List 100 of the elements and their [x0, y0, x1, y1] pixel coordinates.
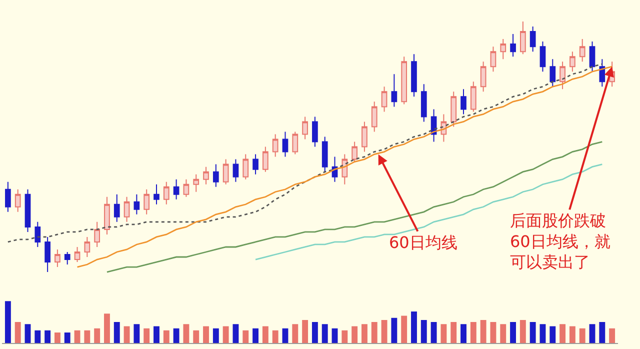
bar	[362, 324, 368, 343]
bar	[24, 324, 31, 343]
candlestick	[530, 26, 536, 52]
bar	[609, 328, 616, 343]
candlestick	[14, 188, 21, 212]
bar	[212, 328, 219, 343]
candlestick	[490, 46, 496, 72]
bar	[54, 332, 60, 343]
bar	[4, 301, 11, 343]
candlestick	[520, 21, 526, 55]
candlestick	[272, 134, 278, 158]
bar	[124, 326, 130, 343]
candlestick	[322, 136, 328, 172]
bar	[74, 330, 80, 343]
candlestick	[134, 194, 140, 215]
bar	[540, 324, 546, 343]
bar	[332, 328, 338, 343]
candlestick	[579, 38, 586, 62]
bar	[84, 330, 90, 343]
candlestick	[94, 221, 100, 248]
candlestick	[381, 86, 388, 112]
candlestick	[212, 164, 219, 188]
candlestick	[54, 248, 60, 268]
candlestick	[420, 84, 427, 122]
bar	[312, 322, 318, 343]
bar	[193, 330, 200, 343]
candlestick	[599, 58, 606, 88]
bar	[599, 322, 606, 343]
bar	[352, 326, 358, 343]
bar	[154, 326, 160, 343]
bar	[560, 324, 566, 343]
bar	[94, 328, 100, 343]
candlestick	[371, 101, 378, 132]
candlestick	[510, 34, 516, 58]
candlestick	[401, 56, 408, 105]
candlestick	[64, 252, 70, 266]
bar	[64, 332, 70, 343]
candlestick	[5, 181, 11, 212]
candlestick	[460, 88, 466, 115]
candlestick	[282, 131, 288, 158]
annotation: 后面股价跌破60日均线，就可以卖出了	[510, 211, 610, 272]
bar	[440, 324, 447, 343]
bar	[530, 322, 536, 343]
candlestick	[352, 141, 358, 162]
bar	[14, 322, 21, 343]
candlestick	[114, 194, 120, 222]
bar	[262, 326, 268, 343]
bar	[183, 324, 190, 343]
bar	[104, 314, 110, 343]
candlestick	[362, 121, 368, 152]
bar	[232, 324, 239, 343]
candlestick	[44, 236, 50, 273]
candlestick	[84, 236, 90, 258]
candlestick	[74, 246, 80, 263]
candlestick	[222, 158, 229, 185]
candlestick	[24, 188, 31, 232]
candlestick	[411, 54, 417, 98]
candlestick	[154, 184, 160, 205]
bar	[114, 322, 120, 343]
candlestick	[262, 146, 268, 172]
bar	[222, 326, 229, 343]
bar	[569, 326, 576, 343]
bar	[292, 324, 298, 343]
candlestick	[470, 81, 476, 112]
bar	[242, 330, 249, 343]
candlestick	[312, 116, 318, 148]
bar	[282, 328, 288, 343]
candlestick	[232, 158, 239, 182]
candlestick	[183, 178, 190, 198]
bar	[550, 326, 556, 343]
bar	[203, 326, 209, 343]
bar	[460, 324, 466, 343]
candlestick	[540, 41, 546, 72]
candlestick	[480, 61, 486, 92]
bar	[510, 322, 516, 343]
bar	[579, 328, 586, 343]
bar	[34, 330, 41, 343]
bar	[163, 330, 170, 343]
bar	[173, 328, 180, 343]
bar	[589, 324, 596, 343]
candlestick	[252, 154, 258, 175]
bar	[371, 322, 378, 343]
bar	[134, 324, 140, 343]
bar	[342, 330, 348, 343]
bar	[44, 330, 51, 343]
candlestick	[302, 116, 308, 140]
candlestick	[430, 108, 437, 142]
candlestick	[104, 196, 110, 235]
candlestick	[203, 166, 209, 185]
bar	[272, 330, 278, 343]
bar	[322, 324, 328, 343]
bar	[470, 322, 476, 343]
candlestick	[450, 91, 457, 128]
candlestick	[34, 221, 41, 248]
bar	[430, 322, 437, 343]
bar	[401, 316, 408, 343]
candlestick	[124, 196, 130, 222]
bar	[490, 322, 496, 343]
annotation: 60日均线	[389, 233, 458, 252]
candlestick	[391, 74, 398, 108]
